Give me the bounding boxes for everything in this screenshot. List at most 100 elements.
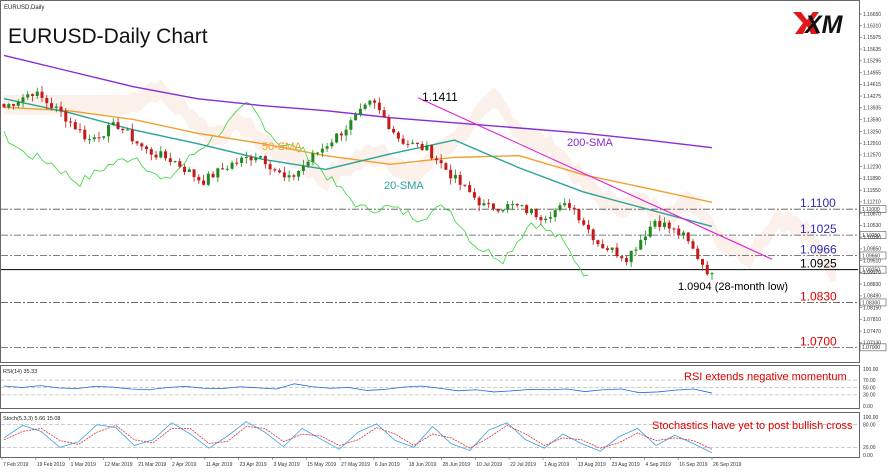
candle-body [696,248,700,259]
candle-body [667,222,671,229]
date-tick-label: 26 Sep 2019 [713,462,742,468]
level-price-tag [859,205,887,213]
price-tick-label: 1.11550 [863,188,881,194]
candle-body [263,156,267,165]
price-tick-label: 1.12230 [863,164,881,170]
candle-body [45,97,49,104]
candle-body [658,220,662,227]
date-tick-label: 15 May 2019 [307,462,336,468]
candle-body [88,139,92,141]
candle-body [653,220,657,227]
candle-body [26,94,30,98]
candle-body [406,143,410,145]
candle-body [434,158,438,161]
candle-body [420,143,424,151]
candle-body [577,209,581,221]
candle-body [453,174,457,179]
level-label: 1.1100 [800,196,836,210]
level-label: 1.0700 [800,334,837,348]
candle-body [501,209,505,212]
sma20-label: 20-SMA [384,180,424,192]
candle-body [572,207,576,210]
candle-body [282,172,286,178]
price-tick-label: 1.16650 [863,12,881,18]
candle-body [472,192,476,198]
candle-body [477,197,481,206]
candle-body [92,137,96,140]
rsi-annotation: RSI extends negative momentum [684,371,847,383]
level-price-tag-text: 1.08300 [862,300,880,306]
candle-body [183,166,187,172]
candle-body [529,208,533,214]
candle-body [677,228,681,236]
price-tick-label: 1.10870 [863,211,881,217]
date-tick-label: 27 May 2019 [341,462,370,468]
candle-body [83,129,87,140]
candle-body [135,141,139,144]
candle-body [392,128,396,133]
candle-body [344,129,348,136]
level-price-tag-text: 1.07000 [862,345,880,351]
candle-body [159,151,163,158]
candle-body [648,226,652,237]
level-label: 1.0830 [800,289,837,303]
date-tick-label: 21 Mar 2019 [138,462,166,468]
candle-body [700,258,704,265]
stoch-tick-label: 0.00 [863,453,873,459]
stoch-series-line [3,424,713,450]
price-tick-label: 1.08490 [863,294,881,300]
candle-body [178,161,182,167]
stoch-tick-label: 20.00 [863,445,876,451]
candle-body [563,203,567,206]
date-tick-label: 18 Jun 2019 [409,462,437,468]
price-tick-label: 1.13935 [863,106,881,112]
candle-body [458,174,462,185]
candle-body [40,91,44,98]
xm-logo: XM [793,11,844,39]
candle-body [273,169,277,171]
candle-body [634,249,638,251]
candle-body [496,209,500,212]
candle-body [368,100,372,105]
candle-body [411,142,415,144]
candle-body [468,185,472,193]
price-tick-label: 1.14955 [863,70,881,76]
stoch-tick-label: 80.00 [863,422,876,428]
candle-body [97,137,101,139]
low-annotation: 1.0904 (28-month low) [678,281,788,293]
candle-body [306,161,310,166]
price-tick-label: 1.07810 [863,317,881,323]
candle-body [235,162,239,164]
rsi-tick-label: 30.00 [863,393,876,399]
date-tick-label: 28 Jun 2019 [443,462,471,468]
level-price-tag-text: 1.10250 [862,233,880,239]
candle-body [615,247,619,257]
date-tick-label: 19 Feb 2019 [37,462,65,468]
candle-body [301,165,305,172]
candle-body [7,104,11,108]
candle-body [591,229,595,241]
date-tick-label: 10 Jul 2019 [476,462,502,468]
candle-body [12,104,16,106]
candle-body [64,111,68,122]
candle-body [444,163,448,170]
price-tick-label: 1.14275 [863,94,881,100]
candle-body [710,273,714,275]
price-tick-label: 1.08150 [863,305,881,311]
date-tick-label: 12 Mar 2019 [104,462,132,468]
candle-body [449,169,453,179]
candle-body [491,203,495,210]
main-panel-frame [0,0,860,363]
candle-body [358,108,362,115]
date-tick-label: 4 Sep 2019 [645,462,671,468]
candle-body [672,228,676,230]
candle-body [107,125,111,137]
candle-body [78,129,82,131]
date-tick-label: 3 May 2019 [273,462,299,468]
stoch-annotation: Stochastics have yet to post bullish cro… [652,420,853,432]
candle-body [681,232,685,236]
price-tick-label: 1.11890 [863,176,881,182]
candle-body [121,128,125,131]
stoch-tick-label: 100.00 [863,415,879,421]
date-tick-label: 1 Mar 2019 [71,462,97,468]
